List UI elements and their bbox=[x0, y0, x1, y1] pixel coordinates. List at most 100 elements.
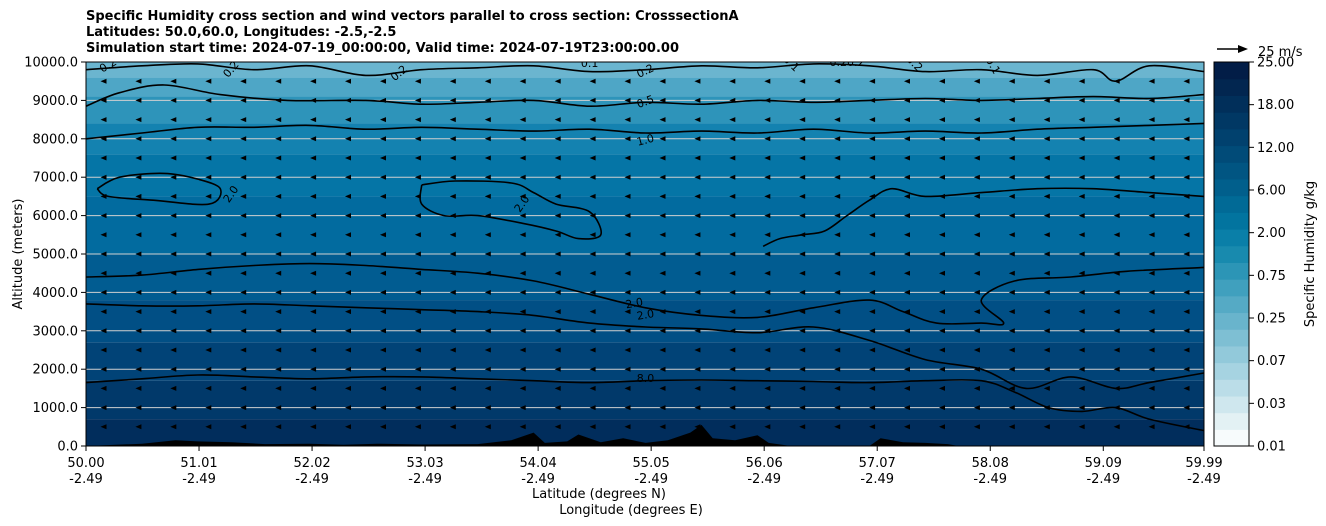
wind-vector bbox=[310, 97, 317, 103]
wind-vector bbox=[869, 78, 876, 84]
wind-vector bbox=[554, 251, 561, 257]
wind-vector bbox=[624, 78, 631, 84]
wind-vector bbox=[1008, 405, 1015, 411]
wind-vector bbox=[659, 309, 666, 315]
wind-vector bbox=[1113, 232, 1120, 238]
wind-vector bbox=[519, 155, 526, 161]
wind-vector bbox=[240, 232, 247, 238]
x-axis-ticks: 50.00-2.4951.01-2.4952.02-2.4953.03-2.49… bbox=[67, 446, 1223, 487]
wind-vector bbox=[939, 385, 945, 391]
wind-vector bbox=[1148, 117, 1155, 123]
wind-vector bbox=[100, 232, 107, 238]
wind-vector bbox=[449, 117, 456, 123]
wind-vector bbox=[484, 385, 491, 391]
wind-vector bbox=[1113, 193, 1120, 199]
wind-vector bbox=[1008, 270, 1015, 276]
wind-vector bbox=[624, 193, 631, 199]
wind-vector bbox=[414, 136, 421, 142]
wind-vector bbox=[205, 251, 212, 257]
wind-vector bbox=[1148, 97, 1155, 103]
wind-vector bbox=[135, 385, 142, 391]
wind-vector bbox=[484, 155, 491, 161]
wind-vector bbox=[135, 117, 142, 123]
wind-vector bbox=[1043, 289, 1050, 295]
wind-vector bbox=[310, 424, 317, 430]
wind-vector bbox=[729, 78, 736, 84]
wind-vector bbox=[624, 309, 631, 315]
wind-vector bbox=[1043, 117, 1050, 123]
wind-vector bbox=[939, 136, 945, 142]
wind-vector bbox=[904, 193, 910, 199]
wind-vector bbox=[939, 97, 945, 103]
contour-label: 0.1 bbox=[581, 57, 599, 70]
wind-vector bbox=[449, 405, 456, 411]
wind-vector bbox=[624, 347, 631, 353]
wind-vector bbox=[799, 366, 806, 372]
wind-vector bbox=[1078, 405, 1085, 411]
wind-vector bbox=[519, 117, 526, 123]
wind-vector bbox=[589, 117, 596, 123]
wind-vector bbox=[939, 174, 945, 180]
wind-vector bbox=[1113, 385, 1120, 391]
wind-vector bbox=[240, 347, 247, 353]
wind-vector bbox=[729, 251, 736, 257]
wind-vector bbox=[973, 424, 980, 430]
wind-vector bbox=[100, 97, 107, 103]
y-axis-ticks: 0.0 1000.0 2000.0 3000.0 4000.0 5000.0 6000.0 7… bbox=[24, 56, 86, 455]
wind-vector bbox=[1078, 213, 1085, 219]
wind-vector bbox=[624, 232, 631, 238]
wind-vector bbox=[799, 78, 806, 84]
wind-vector bbox=[729, 366, 736, 372]
wind-vector bbox=[869, 289, 876, 295]
wind-vector bbox=[1183, 117, 1190, 123]
wind-vector bbox=[1008, 155, 1015, 161]
colorbar-tick-label: 0.25 bbox=[1257, 312, 1286, 327]
humidity-band bbox=[86, 154, 1204, 197]
wind-vector bbox=[869, 155, 876, 161]
wind-vector bbox=[380, 136, 386, 142]
wind-vector bbox=[170, 328, 177, 334]
wind-vector bbox=[135, 405, 142, 411]
wind-vector bbox=[345, 155, 351, 161]
wind-vector bbox=[345, 405, 351, 411]
wind-vector bbox=[1183, 309, 1190, 315]
wind-vector bbox=[554, 193, 561, 199]
x-tick-label-lat: 59.09 bbox=[1085, 456, 1122, 471]
colorbar-tick-label: 25.00 bbox=[1257, 56, 1294, 71]
wind-vector bbox=[449, 232, 456, 238]
wind-vector bbox=[380, 366, 386, 372]
wind-vector bbox=[554, 424, 561, 430]
wind-vector bbox=[554, 309, 561, 315]
wind-vector bbox=[694, 117, 701, 123]
wind-vector bbox=[345, 78, 351, 84]
contour-line-2-0 bbox=[419, 180, 602, 240]
wind-vector bbox=[589, 136, 596, 142]
x-tick-label-lat: 51.01 bbox=[180, 456, 217, 471]
contour-label: 8.0 bbox=[637, 372, 655, 385]
colorbar-swatch bbox=[1214, 62, 1249, 80]
wind-vector bbox=[799, 213, 806, 219]
wind-vector bbox=[100, 347, 107, 353]
wind-vector bbox=[380, 347, 386, 353]
wind-vector bbox=[170, 424, 177, 430]
wind-vector bbox=[100, 213, 107, 219]
wind-vector bbox=[345, 289, 351, 295]
wind-vector bbox=[659, 232, 666, 238]
wind-vector bbox=[1043, 328, 1050, 334]
wind-vector bbox=[939, 155, 945, 161]
wind-vector bbox=[764, 136, 771, 142]
wind-vector bbox=[554, 347, 561, 353]
wind-vector bbox=[869, 136, 876, 142]
wind-vector bbox=[275, 309, 282, 315]
wind-vector bbox=[170, 78, 177, 84]
colorbar-swatch bbox=[1214, 295, 1249, 314]
wind-vector bbox=[240, 155, 247, 161]
wind-vector bbox=[1148, 155, 1155, 161]
wind-vector bbox=[659, 78, 666, 84]
wind-vector bbox=[240, 289, 247, 295]
humidity-band bbox=[86, 77, 1204, 97]
wind-vector bbox=[1078, 385, 1085, 391]
wind-vector bbox=[484, 347, 491, 353]
wind-vector bbox=[1113, 424, 1120, 430]
wind-vector bbox=[100, 117, 107, 123]
